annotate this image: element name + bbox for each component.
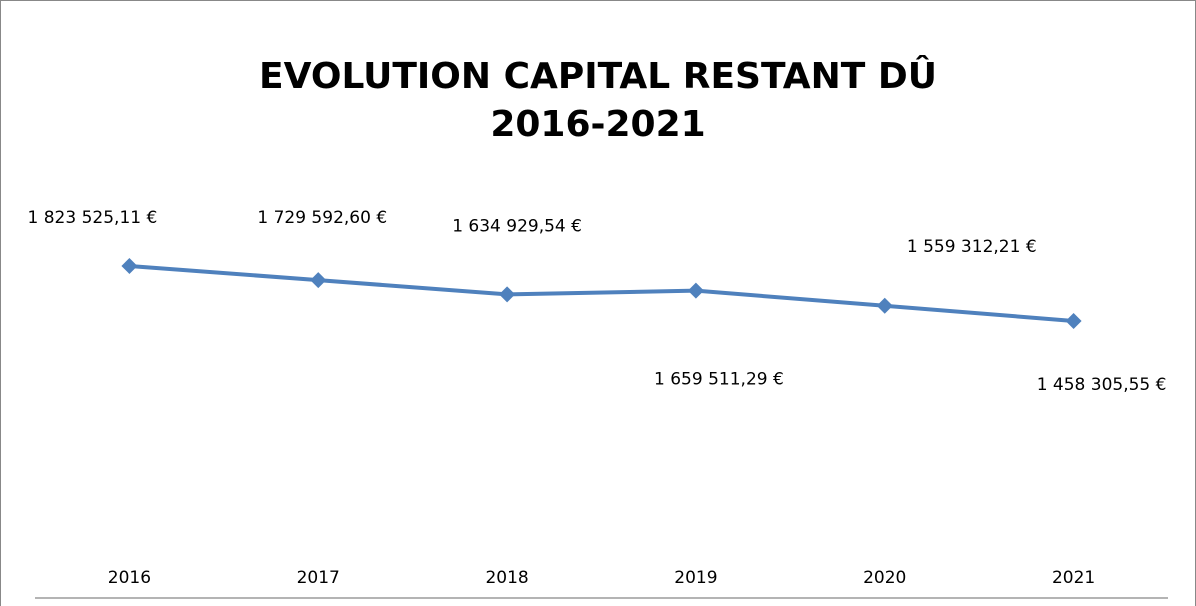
data-label: 1 559 312,21 €: [907, 237, 1037, 257]
marker: [876, 297, 893, 314]
marker: [499, 286, 516, 303]
marker: [687, 282, 704, 299]
data-label: 1 729 592,60 €: [257, 208, 387, 228]
data-label: 1 634 929,54 €: [452, 216, 582, 236]
x-tick-label: 2020: [863, 568, 906, 588]
chart-subtitle: 2016-2021: [490, 104, 705, 145]
x-tick-label: 2021: [1052, 568, 1095, 588]
data-label: 1 823 525,11 €: [28, 208, 158, 228]
x-tick-label: 2017: [297, 568, 340, 588]
data-label: 1 659 511,29 €: [654, 370, 784, 390]
chart-title: EVOLUTION CAPITAL RESTANT DÛ: [259, 55, 937, 97]
x-tick-label: 2019: [674, 568, 717, 588]
line: [129, 263, 1074, 323]
marker: [310, 272, 327, 289]
data-label: 1 458 305,55 €: [1037, 375, 1167, 395]
x-tick-label: 2018: [485, 568, 528, 588]
marker: [1065, 312, 1082, 329]
x-tick-label: 2016: [108, 568, 151, 588]
marker: [121, 257, 138, 274]
